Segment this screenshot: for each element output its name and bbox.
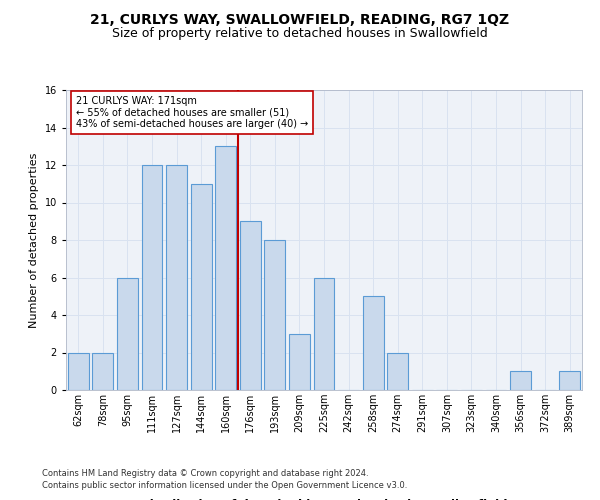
Bar (314, 278, 334, 390)
Y-axis label: Number of detached properties: Number of detached properties (29, 152, 39, 328)
Text: 21 CURLYS WAY: 171sqm
← 55% of detached houses are smaller (51)
43% of semi-deta: 21 CURLYS WAY: 171sqm ← 55% of detached … (76, 96, 308, 129)
Bar (387, 352, 408, 390)
Bar (240, 221, 261, 390)
Bar (510, 371, 531, 390)
Bar (289, 334, 310, 390)
X-axis label: Distribution of detached houses by size in Swallowfield: Distribution of detached houses by size … (140, 499, 508, 500)
Text: 21, CURLYS WAY, SWALLOWFIELD, READING, RG7 1QZ: 21, CURLYS WAY, SWALLOWFIELD, READING, R… (91, 12, 509, 26)
Bar (191, 184, 212, 390)
Bar (68, 352, 89, 390)
Bar (117, 278, 138, 390)
Text: Size of property relative to detached houses in Swallowfield: Size of property relative to detached ho… (112, 28, 488, 40)
Text: Contains HM Land Registry data © Crown copyright and database right 2024.: Contains HM Land Registry data © Crown c… (42, 468, 368, 477)
Bar (362, 296, 383, 390)
Bar (215, 146, 236, 390)
Bar (559, 371, 580, 390)
Bar (166, 165, 187, 390)
Bar (142, 165, 163, 390)
Bar (92, 352, 113, 390)
Bar (265, 240, 286, 390)
Text: Contains public sector information licensed under the Open Government Licence v3: Contains public sector information licen… (42, 481, 407, 490)
